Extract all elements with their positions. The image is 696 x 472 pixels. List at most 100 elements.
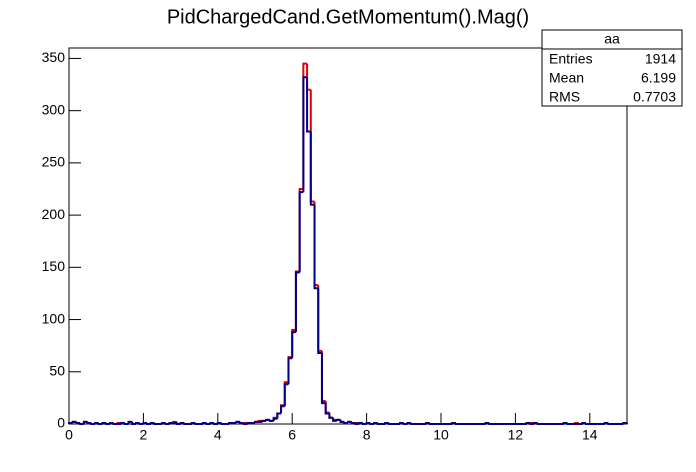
histogram-step <box>190 421 196 424</box>
histogram-step <box>566 422 572 425</box>
histogram-step <box>488 422 494 425</box>
histogram-step <box>131 421 136 425</box>
histogram-step <box>335 418 341 421</box>
y-tick-label: 0 <box>57 415 65 431</box>
histogram-step <box>123 422 129 425</box>
histogram-step <box>79 422 84 425</box>
histogram-step <box>585 422 590 425</box>
histogram-step <box>209 421 215 424</box>
histogram-step <box>268 419 274 422</box>
x-tick-label: 12 <box>508 427 524 443</box>
histogram-step <box>213 422 218 425</box>
histogram-step <box>291 331 296 359</box>
x-tick-label: 10 <box>433 427 449 443</box>
histogram-step <box>205 422 211 425</box>
histogram-step <box>317 288 322 354</box>
histogram-step <box>75 421 81 424</box>
histogram-step <box>320 352 326 405</box>
histogram-step <box>280 405 285 414</box>
histogram-step <box>146 422 151 425</box>
histogram-step <box>108 421 114 424</box>
histogram-step <box>302 76 308 193</box>
histogram-step <box>484 421 490 424</box>
histogram-step <box>622 421 627 424</box>
histogram-step <box>354 422 360 425</box>
histogram-step <box>101 421 107 424</box>
stats-box <box>541 29 683 107</box>
y-tick-label: 200 <box>42 206 66 222</box>
histogram-step <box>138 422 144 425</box>
histogram-step <box>387 422 393 425</box>
histogram-step <box>529 422 534 425</box>
stats-label: Mean <box>549 70 584 86</box>
histogram-step <box>194 422 200 425</box>
histogram-step <box>112 422 118 425</box>
histogram-step <box>153 422 159 425</box>
histogram-step <box>384 421 389 424</box>
histogram-step <box>168 421 174 424</box>
histogram-step <box>298 191 304 273</box>
histogram-step <box>216 421 222 424</box>
histogram-step <box>306 77 311 133</box>
histogram-step <box>134 421 140 424</box>
histogram-step <box>276 412 282 419</box>
histogram-step <box>120 421 125 424</box>
histogram-step <box>581 421 587 424</box>
histogram-step <box>254 420 259 423</box>
histogram-step <box>607 422 613 425</box>
x-tick-label: 8 <box>363 427 371 443</box>
histogram-step <box>332 417 337 422</box>
y-tick-label: 350 <box>42 49 66 65</box>
stats-label: RMS <box>549 89 580 105</box>
histogram-step <box>227 421 233 424</box>
chart-title: PidChargedCand.GetMomentum().Mag() <box>167 6 529 28</box>
histogram-step <box>149 421 155 424</box>
histogram-step <box>105 422 110 425</box>
histogram-step <box>161 421 166 424</box>
histogram-step <box>239 421 244 424</box>
histogram-step <box>525 421 531 424</box>
histogram-step <box>328 413 334 419</box>
histogram-step <box>127 420 133 424</box>
histogram-step <box>175 422 181 425</box>
histogram-step <box>361 422 367 425</box>
histogram-step <box>294 271 300 333</box>
histogram-step <box>220 422 226 425</box>
histogram-step <box>399 421 404 424</box>
y-tick-label: 300 <box>42 101 66 117</box>
histogram-step <box>358 421 363 424</box>
x-tick-label: 6 <box>288 427 296 443</box>
x-tick-label: 2 <box>140 427 148 443</box>
histogram-step <box>97 422 103 425</box>
histogram-step <box>373 421 378 424</box>
histogram-step <box>365 421 371 424</box>
plot-frame <box>68 47 628 425</box>
histogram-step <box>68 421 73 424</box>
histogram-step <box>94 421 99 424</box>
histogram-step <box>179 421 185 424</box>
histogram-step <box>347 420 352 423</box>
histogram-step <box>451 421 456 424</box>
histogram-step <box>603 421 609 424</box>
histogram-step <box>343 421 348 424</box>
histogram-step <box>406 421 412 424</box>
histogram-step <box>283 383 289 407</box>
histogram-step <box>164 422 170 425</box>
y-tick-label: 250 <box>42 154 66 170</box>
x-tick-label: 14 <box>582 427 598 443</box>
histogram-step <box>287 357 293 385</box>
histogram-step <box>376 422 382 425</box>
histogram-step <box>350 421 356 424</box>
histogram-step <box>183 422 189 425</box>
y-tick-label: 150 <box>42 258 66 274</box>
histogram-step <box>201 421 207 424</box>
stats-value: 0.7703 <box>633 89 676 105</box>
histogram-step <box>402 422 408 425</box>
stats-label: Entries <box>549 51 593 67</box>
histogram-step <box>242 422 248 425</box>
stats-title: aa <box>604 31 620 47</box>
x-tick-label: 0 <box>65 427 73 443</box>
histogram-step <box>536 422 542 425</box>
stats-value: 1914 <box>645 51 676 67</box>
